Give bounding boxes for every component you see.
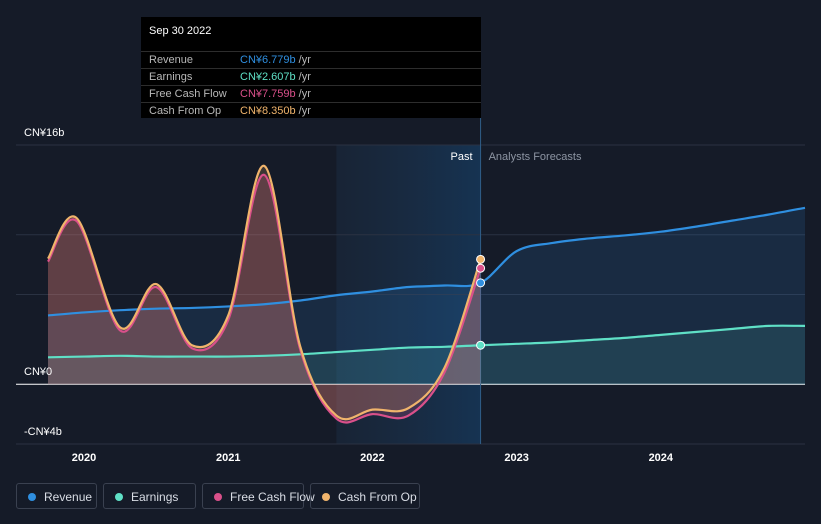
data-point-revenue — [476, 278, 486, 288]
legend-label: Revenue — [44, 490, 93, 504]
series-line-revenue — [47, 206, 806, 317]
tooltip-row-revenue: Revenue CN¥6.779b/yr — [141, 51, 481, 69]
tooltip-row-fcf: Free Cash Flow CN¥7.759b/yr — [141, 85, 481, 103]
tooltip-row-cfo: Cash From Op CN¥8.350b/yr — [141, 102, 481, 120]
legend-label: Free Cash Flow — [230, 490, 315, 504]
tooltip-label: Cash From Op — [149, 105, 222, 117]
tooltip-value: CN¥7.759b/yr — [240, 88, 311, 100]
legend-item-earnings[interactable]: Earnings — [103, 483, 196, 509]
tooltip-label: Earnings — [149, 71, 193, 83]
legend-label: Cash From Op — [338, 490, 417, 504]
data-point-cash-from-op — [476, 254, 486, 264]
data-point-earnings — [476, 340, 486, 350]
series-area-revenue — [48, 207, 805, 385]
series-area-free-cash-flow — [48, 174, 481, 423]
series-line-earnings — [47, 324, 806, 359]
legend-dot-icon — [214, 493, 222, 501]
y-axis-label: CN¥16b — [24, 127, 64, 139]
legend-item-free-cash-flow[interactable]: Free Cash Flow — [202, 483, 315, 509]
series-line-free-cash-flow — [47, 173, 482, 424]
data-point-free-cash-flow — [476, 263, 486, 273]
legend-dot-icon — [115, 493, 123, 501]
legend-label: Earnings — [131, 490, 179, 504]
x-tick-label: 2020 — [72, 452, 96, 464]
tooltip-label: Revenue — [149, 54, 194, 66]
series-line-cash-from-op — [47, 164, 482, 421]
y-axis-label: CN¥0 — [24, 366, 52, 378]
tooltip-value: CN¥8.350b/yr — [240, 105, 311, 117]
x-tick-label: 2022 — [360, 452, 384, 464]
hover-tooltip: Sep 30 2022 Revenue CN¥6.779b/yr Earning… — [141, 17, 481, 118]
tooltip-value: CN¥2.607b/yr — [240, 71, 311, 83]
legend-dot-icon — [28, 493, 36, 501]
y-axis-label: -CN¥4b — [24, 426, 62, 438]
legend-item-revenue[interactable]: Revenue — [16, 483, 97, 509]
tooltip-date: Sep 30 2022 — [149, 25, 212, 37]
x-tick-label: 2024 — [649, 452, 674, 464]
x-tick-label: 2021 — [216, 452, 240, 464]
legend-item-cash-from-op[interactable]: Cash From Op — [310, 483, 420, 509]
tooltip-label: Free Cash Flow — [149, 88, 227, 100]
series-area-earnings — [48, 325, 805, 385]
tooltip-row-earnings: Earnings CN¥2.607b/yr — [141, 68, 481, 86]
forecast-label: Analysts Forecasts — [489, 151, 582, 163]
legend-dot-icon — [322, 493, 330, 501]
tooltip-value: CN¥6.779b/yr — [240, 54, 311, 66]
x-tick-label: 2023 — [504, 452, 528, 464]
past-label: Past — [451, 151, 473, 163]
